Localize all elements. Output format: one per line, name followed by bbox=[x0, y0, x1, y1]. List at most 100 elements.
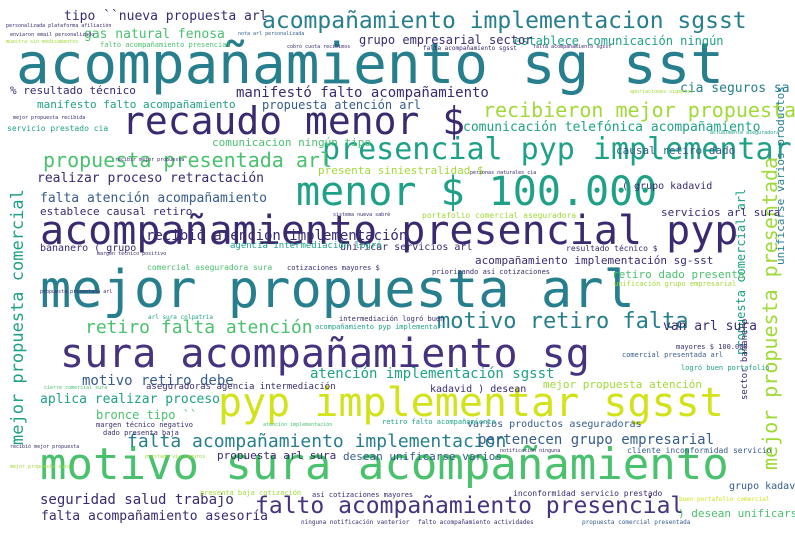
word: menor $ 100.000 bbox=[296, 169, 658, 215]
word: resultado técnico $ bbox=[566, 244, 658, 253]
word: acompañamiento implementacion sgsst bbox=[262, 8, 747, 34]
word: dado presenta baja bbox=[103, 429, 179, 437]
word: personalizada plataforma afiliación bbox=[6, 23, 112, 29]
word: notificación ninguna bbox=[500, 448, 561, 454]
word: falto acompañamiento presencial bbox=[100, 41, 231, 49]
word: acompañamiento pyp implementar bbox=[315, 323, 442, 331]
word: enviaron email personalizado bbox=[10, 32, 95, 38]
word: gas natural fenosa bbox=[84, 27, 225, 42]
word: presenta baja cotización bbox=[200, 489, 302, 497]
word: falto acompañamiento actividades bbox=[418, 519, 534, 526]
word: atención implementación sgsst bbox=[310, 366, 555, 382]
word: manifesto falto acompañamiento bbox=[37, 98, 236, 111]
word: causal retiro dado bbox=[616, 144, 736, 157]
word: % resultado técnico bbox=[10, 84, 136, 97]
word: intermediación logró buen bbox=[339, 315, 445, 323]
word: motivo retiro falta bbox=[437, 309, 689, 334]
word: margen técnico negativo bbox=[96, 421, 193, 429]
word: propuesta atención arl bbox=[262, 98, 421, 112]
word: comercial presentada arl bbox=[622, 351, 724, 359]
word: mejor propuesta sura bbox=[10, 464, 71, 470]
word: tipo ``nueva propuesta arl bbox=[64, 9, 268, 24]
word: falta acompañamiento sgsst bbox=[423, 45, 517, 52]
word: nota arl personalizada bbox=[238, 31, 305, 37]
word: actualmente aseguradora bbox=[710, 130, 780, 136]
word: servicio prestado cia bbox=[7, 124, 109, 133]
word: unificarse varios productos bbox=[774, 86, 787, 265]
word: motivo sura acompañamiento bbox=[40, 439, 729, 490]
word: van arl sura bbox=[663, 319, 757, 334]
word: mejor propuesta recibida bbox=[13, 115, 86, 121]
word: cobró cuota recibimos bbox=[287, 44, 351, 50]
word: ( grupo kadavid bbox=[622, 181, 713, 192]
word: pertenecen grupo empresarial bbox=[478, 432, 715, 448]
word: recibió atención implementación bbox=[146, 228, 408, 244]
word: manifestó falto acompañamiento bbox=[236, 85, 489, 101]
word: atención implementación bbox=[263, 422, 333, 428]
word: logró buen portafolio bbox=[681, 364, 770, 372]
word: servicios arl sura bbox=[661, 206, 781, 219]
word: retiro falta atención bbox=[85, 317, 313, 338]
word: agencia intermediación logró bbox=[230, 241, 382, 251]
word: comercial aseguradora sura bbox=[147, 263, 273, 272]
word: ) desean unificarse bbox=[678, 507, 795, 520]
word: seguridad salud trabajo bbox=[40, 492, 234, 508]
word: establece comunicación ningún bbox=[514, 34, 724, 48]
word: falta atención acompañamiento bbox=[40, 191, 267, 206]
word: falta acompañamiento asesoría bbox=[41, 509, 268, 524]
word: motivo retiro debe bbox=[82, 373, 234, 389]
word: inconformidad servicio prestado bbox=[513, 489, 663, 498]
word: margen técnico positivo bbox=[97, 251, 167, 257]
word: sistema nueva sabré bbox=[333, 212, 391, 218]
word: grupo empresarial sector bbox=[359, 33, 533, 47]
word: prestado vía seguros bbox=[145, 454, 206, 460]
word: cotizaciones mayores $ bbox=[287, 264, 380, 272]
word: portafolio comercial aseguradora bbox=[422, 211, 577, 220]
word: unificar servicios arl bbox=[340, 242, 473, 253]
word: mayores $ 100.000 bbox=[676, 343, 748, 351]
word: recibir mejor propuesta bbox=[115, 157, 185, 163]
word: cliente inconformidad servicio bbox=[627, 446, 772, 455]
word: bronce tipo `` bbox=[96, 408, 198, 422]
word: propuesta arl sura bbox=[217, 449, 337, 462]
word: recibieron mejor propuesta bbox=[483, 98, 795, 122]
word: falta acompañamiento sgsst bbox=[533, 44, 612, 50]
word: aportaciones vigentes bbox=[630, 89, 694, 95]
word: propuesta presentada arl bbox=[43, 148, 332, 172]
word: mejor propuesta atención bbox=[543, 378, 702, 391]
word: personas naturales cia bbox=[470, 170, 537, 176]
word: recibió mejor propuesta bbox=[10, 444, 80, 450]
word: falto acompañamiento presencial bbox=[255, 493, 685, 519]
word: desean unificarse varios bbox=[343, 450, 502, 463]
word: recaudo menor $ bbox=[122, 99, 466, 143]
word: cierre comercial sura bbox=[44, 385, 108, 391]
word: retiro dado presenta bbox=[612, 268, 745, 281]
word: falta acompañamiento implementacion bbox=[127, 431, 507, 452]
word: sura acompañamiento sg bbox=[60, 331, 590, 377]
word: propuesta presentada arl bbox=[40, 289, 113, 295]
word: retiro falto acompañamiento bbox=[382, 418, 496, 426]
word: aplica realizar proceso bbox=[40, 392, 221, 407]
word: aseguradoras agencia intermediación bbox=[146, 382, 336, 392]
word: comunicacion ningún tipo bbox=[212, 136, 371, 149]
word: cia seguros sa bbox=[680, 81, 790, 96]
word: muestra sin medicamentos bbox=[6, 39, 79, 45]
word: presenta siniestralidad $ bbox=[318, 164, 484, 177]
word: acompañamiento presencial pyp bbox=[40, 208, 739, 254]
word: arl sura colpatria bbox=[148, 314, 214, 321]
word: unificación grupo empresarial bbox=[614, 280, 737, 288]
word: bananero ( grupo bbox=[40, 243, 137, 254]
word: pyp implementar sgsst bbox=[218, 380, 724, 426]
word: comunicación telefónica acompañamiento bbox=[463, 120, 761, 135]
word: ninguna notificación vanterior bbox=[301, 519, 410, 526]
word: presencial pyp implementar bbox=[322, 132, 792, 167]
word: así cotizaciones mayores bbox=[312, 491, 414, 499]
word: mejor propuesta arl bbox=[40, 260, 635, 320]
word: kadavid ) desean bbox=[430, 384, 527, 395]
word: acompañamiento sg sst bbox=[16, 32, 725, 97]
word: varios productos aseguradoras bbox=[467, 419, 642, 430]
word: mejor propuesta comercial bbox=[8, 189, 28, 445]
word: realizar proceso retractación bbox=[37, 171, 264, 186]
word: priorizando así cotizaciones bbox=[432, 268, 551, 276]
